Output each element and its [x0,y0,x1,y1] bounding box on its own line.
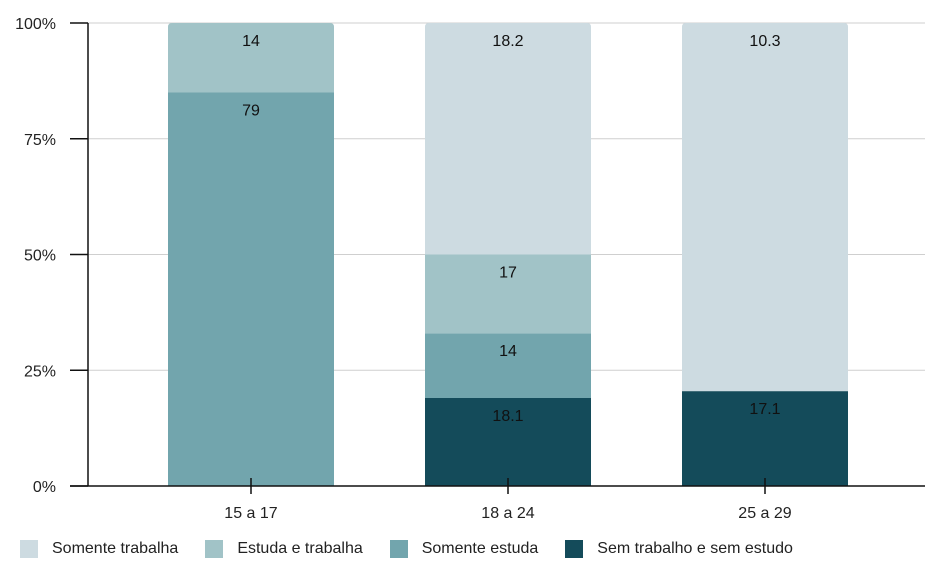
data-label: 17 [499,265,517,282]
legend-item: Estuda e trabalha [205,540,363,558]
data-label: 79 [242,102,260,119]
x-tick-label: 18 a 24 [481,505,534,522]
legend-label: Sem trabalho e sem estudo [597,540,793,557]
bar-segment [682,391,848,486]
bar-segment [425,23,591,255]
legend-item: Somente trabalha [20,540,178,558]
axes: 0% 25% 50% 75% 100% 15 a 17 18 a 24 25 a 29 [15,16,925,522]
y-tick-label: 50% [24,248,56,265]
legend-label: Somente estuda [421,540,539,557]
legend-label: Estuda e trabalha [237,540,363,557]
data-label: 18.2 [492,33,523,50]
data-label: 14 [242,33,260,50]
bar-segment [168,92,334,486]
bar-segment [425,398,591,486]
bars [168,23,848,486]
x-tick-label: 15 a 17 [224,505,277,522]
bar-segment [425,333,591,399]
stacked-bar-chart: 79 14 18.1 14 17 18.2 17.1 10.3 0% 25% 50% 75% 100%… [15,16,925,522]
data-labels: 79 14 18.1 14 17 18.2 17.1 10.3 [242,33,781,425]
data-label: 14 [499,343,517,360]
legend-item: Sem trabalho e sem estudo [565,540,793,558]
legend-swatch [20,540,38,558]
data-label: 17.1 [749,401,780,418]
data-label: 18.1 [492,408,523,425]
y-tick-label: 0% [33,479,56,496]
y-tick-label: 25% [24,363,56,380]
bar-segment [168,23,334,93]
y-tick-label: 75% [24,132,56,149]
data-label: 10.3 [749,33,780,50]
legend-label: Somente trabalha [52,540,179,557]
bar-segment [425,254,591,334]
legend-item: Somente estuda [389,540,539,558]
x-tick-label: 25 a 29 [738,505,791,522]
y-tick-label: 100% [15,16,56,33]
legend-swatch [389,540,408,558]
bar-segment [682,23,848,392]
legend-swatch [205,540,224,558]
legend-swatch [565,540,584,558]
legend: Somente trabalha Estuda e trabalha Somente… [20,540,793,558]
